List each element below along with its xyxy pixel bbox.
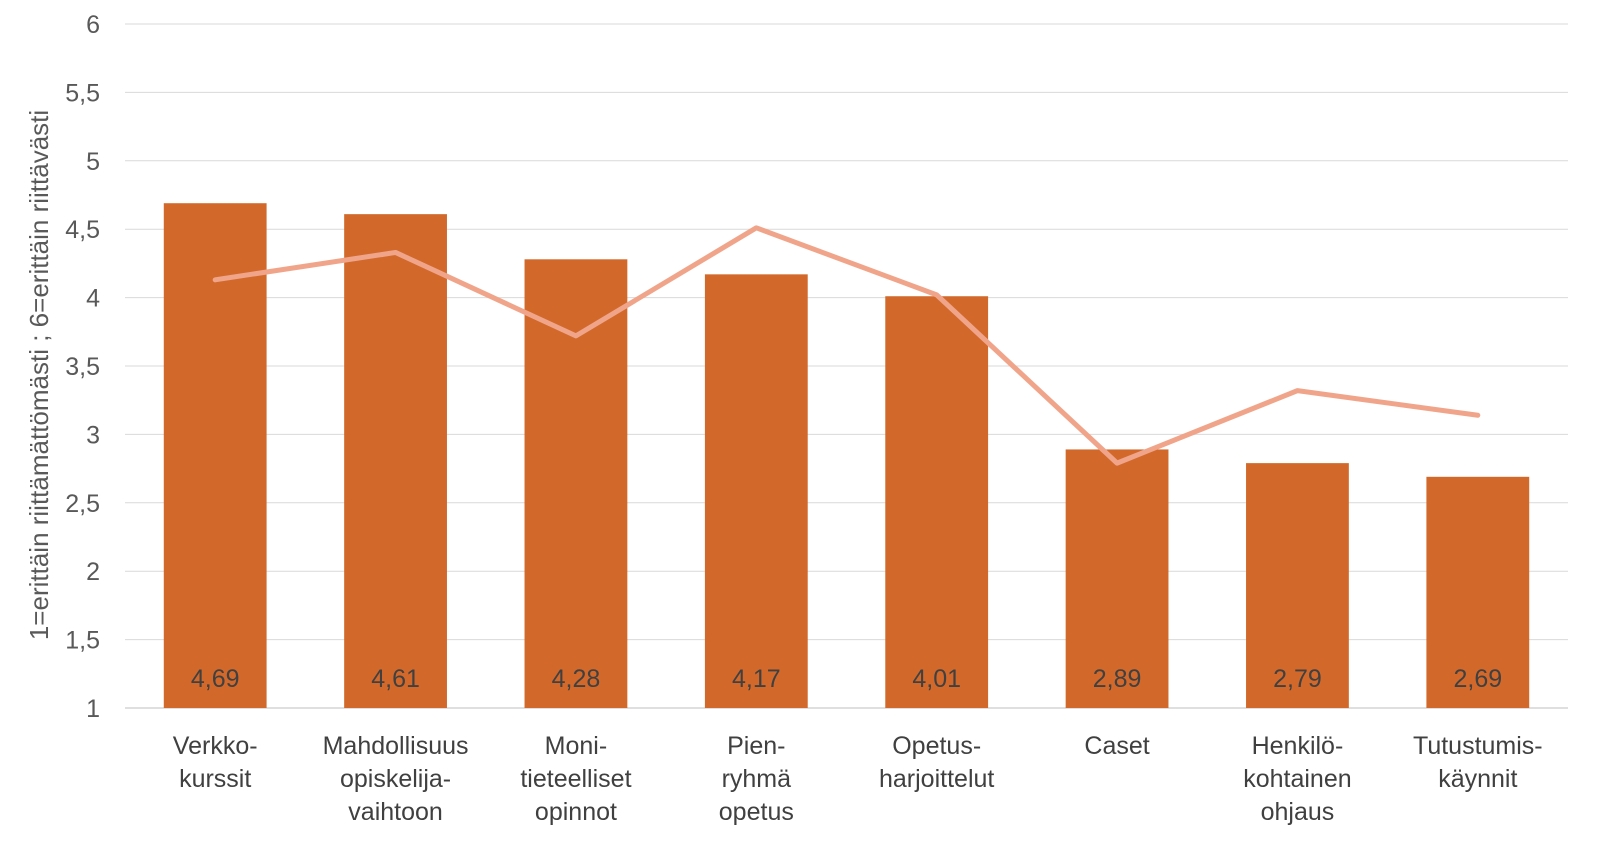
category-label-line: harjoittelut: [879, 765, 994, 793]
bar: [524, 259, 628, 708]
bar: [163, 203, 267, 708]
bar: [1065, 449, 1169, 708]
category-label-line: Pien-: [727, 732, 785, 760]
data-label: 2,89: [1093, 665, 1142, 693]
category-label-line: kurssit: [179, 765, 251, 793]
data-label: 2,79: [1273, 665, 1322, 693]
category-label-line: tieteelliset: [520, 765, 631, 793]
bar: [704, 274, 808, 708]
y-tick-label: 5,5: [65, 79, 100, 107]
category-label: Henkilö-kohtainen ohjaus: [1243, 732, 1351, 826]
data-labels: 4,69 4,61 4,28 4,17 4,01 2,89 2,79 2,69: [191, 665, 1502, 693]
y-tick-label: 6: [86, 11, 100, 39]
y-axis-ticks: 1 1,5 2 2,5 3 3,5 4 4,5 5 5,5 6: [65, 11, 100, 723]
data-label: 4,69: [191, 665, 240, 693]
data-label: 2,69: [1453, 665, 1502, 693]
y-tick-label: 2: [86, 558, 100, 586]
data-label: 4,61: [371, 665, 420, 693]
y-axis-title: 1=erittäin riittämättömästi ; 6=erittäin…: [24, 110, 54, 640]
category-label: Tutustumis-käynnit: [1413, 732, 1543, 793]
category-label-line: ryhmä: [722, 765, 792, 793]
bar: [885, 296, 989, 708]
category-label-line: Mahdollisuus: [323, 732, 469, 760]
data-label: 4,01: [912, 665, 961, 693]
y-tick-label: 4: [86, 285, 100, 313]
y-tick-label: 5: [86, 148, 100, 176]
line-series: [212, 225, 1481, 466]
y-tick-label: 4,5: [65, 216, 100, 244]
category-label-line: Opetus-: [892, 732, 981, 760]
bar: [1246, 463, 1349, 708]
category-label: Moni-tieteelliset opinnot: [520, 732, 631, 826]
y-tick-label: 1,5: [65, 627, 100, 655]
y-tick-label: 2,5: [65, 490, 100, 518]
category-label: Opetus-harjoittelut: [879, 732, 994, 793]
gridlines: [125, 23, 1568, 709]
category-label-line: opetus: [719, 798, 794, 826]
category-label: Mahdollisuus opiskelija-vaihtoon: [323, 732, 469, 826]
category-label: Pien-ryhmä opetus: [719, 732, 794, 826]
bar-series: [163, 203, 1530, 709]
data-label: 4,28: [552, 665, 601, 693]
category-label-line: Henkilö-: [1252, 732, 1344, 760]
category-label-line: Caset: [1084, 732, 1149, 760]
series-line: [212, 225, 1481, 466]
category-label-line: käynnit: [1438, 765, 1517, 793]
category-label: Verkko-kurssit: [173, 732, 258, 793]
category-label-line: vaihtoon: [348, 798, 443, 826]
category-label-line: kohtainen: [1243, 765, 1351, 793]
x-axis-categories: Verkko-kurssit Mahdollisuus opiskelija-vai…: [173, 732, 1543, 826]
category-label-line: Verkko-: [173, 732, 258, 760]
y-tick-label: 1: [86, 695, 100, 723]
y-tick-label: 3: [86, 421, 100, 449]
y-tick-label: 3,5: [65, 353, 100, 381]
category-label-line: opinnot: [535, 798, 617, 826]
category-label-line: opiskelija-: [340, 765, 451, 793]
bar: [1426, 476, 1530, 708]
bar: [344, 214, 447, 709]
category-label-line: Tutustumis-: [1413, 732, 1543, 760]
category-label-line: ohjaus: [1261, 798, 1335, 826]
category-label: Caset: [1084, 732, 1149, 760]
category-label-line: Moni-: [545, 732, 608, 760]
data-label: 4,17: [732, 665, 781, 693]
